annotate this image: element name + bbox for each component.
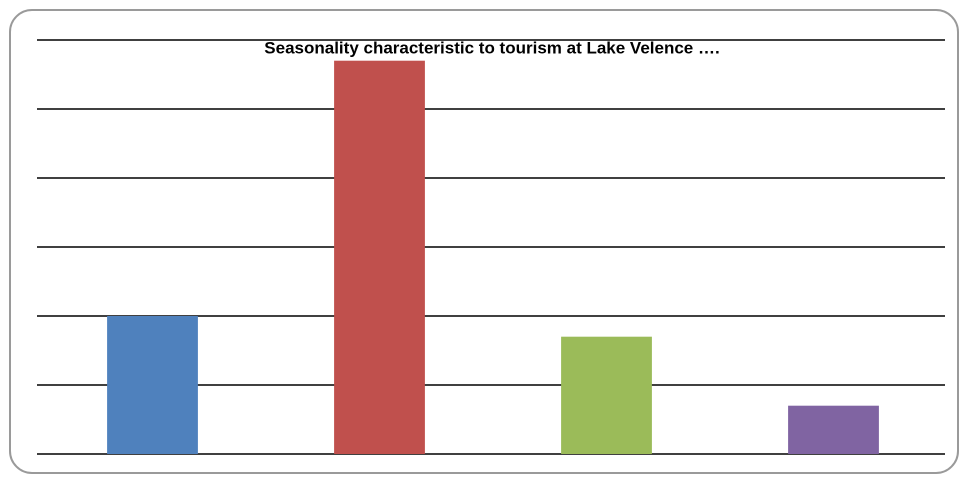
bar [788,405,879,454]
bar [107,316,198,454]
bars [107,60,879,454]
bar [334,60,425,454]
chart-frame [9,9,959,474]
chart-title: Seasonality characteristic to tourism at… [264,38,719,57]
bar [561,336,652,454]
